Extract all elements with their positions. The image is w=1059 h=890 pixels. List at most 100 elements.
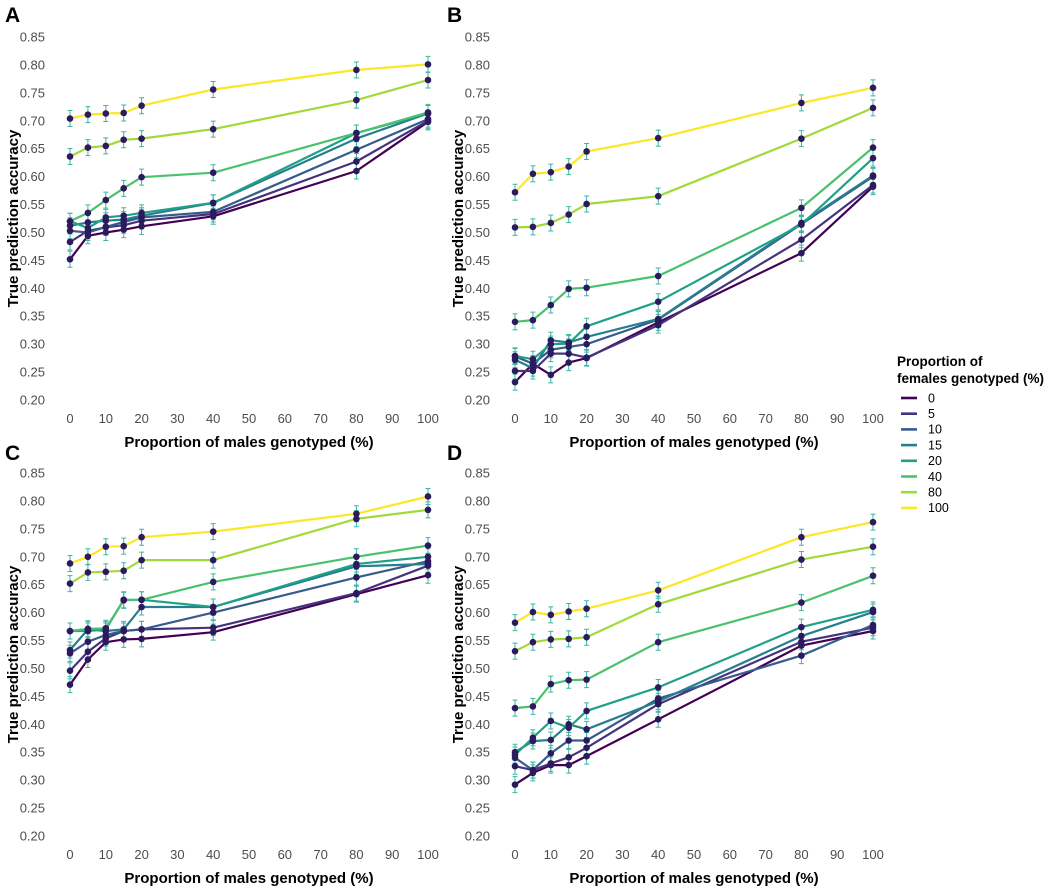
- data-point: [138, 102, 145, 109]
- data-point: [654, 715, 662, 723]
- data-point: [583, 605, 590, 613]
- x-tick-label: 90: [830, 411, 844, 426]
- legend-label: 0: [928, 391, 935, 405]
- data-point: [583, 676, 590, 683]
- data-point: [353, 167, 360, 175]
- y-tick-label: 0.25: [20, 801, 45, 816]
- data-point: [138, 223, 145, 230]
- data-point: [798, 135, 805, 142]
- series-line-20: [69, 112, 429, 230]
- data-point: [120, 136, 127, 144]
- x-axis-title: Proportion of males genotyped (%): [569, 870, 818, 887]
- legend-item-100: 100: [901, 501, 949, 515]
- data-point: [66, 227, 74, 235]
- data-point: [583, 148, 590, 155]
- data-point: [547, 611, 555, 619]
- data-point: [529, 170, 537, 178]
- y-tick-label: 0.35: [20, 745, 45, 760]
- data-point: [547, 636, 555, 643]
- data-point: [353, 560, 360, 568]
- y-tick-label: 0.20: [20, 393, 45, 408]
- legend-item-5: 5: [901, 407, 935, 421]
- data-point: [102, 142, 110, 150]
- data-point: [511, 224, 519, 231]
- panel-b: B 0.20 0.25 0.30 0.35 0.40 0.45 0.50 0.55 0.60 0.6…: [447, 4, 884, 451]
- data-point: [209, 578, 217, 586]
- x-tick-label: 20: [579, 411, 593, 426]
- x-tick-label: 80: [349, 847, 363, 862]
- panel-c: C 0.20 0.25 0.30 0.35 0.40 0.45 0.50 0.55 0.60 0.6…: [5, 442, 439, 887]
- data-point: [66, 255, 74, 263]
- data-point: [547, 736, 555, 744]
- legend-label: 10: [928, 423, 942, 437]
- data-point: [565, 761, 572, 769]
- x-tick-label: 60: [723, 411, 737, 426]
- data-point: [511, 188, 519, 196]
- legend-label: 5: [928, 407, 935, 421]
- data-point: [798, 599, 805, 606]
- data-point: [353, 135, 360, 142]
- y-tick-label: 0.60: [465, 605, 490, 620]
- data-point: [654, 272, 662, 280]
- y-axis-title: True prediction accuracy: [5, 129, 22, 307]
- legend: Proportion of females genotyped (%) 0 5 10…: [897, 354, 1044, 515]
- y-tick-label: 0.25: [465, 801, 490, 816]
- x-axis-title: Proportion of males genotyped (%): [124, 870, 373, 887]
- data-point: [424, 571, 432, 579]
- x-tick-label: 0: [511, 411, 518, 426]
- data-point: [798, 204, 805, 212]
- data-point: [654, 684, 662, 691]
- data-point: [511, 762, 519, 770]
- data-point: [138, 603, 145, 611]
- y-tick-label: 0.55: [20, 197, 45, 212]
- legend-item-80: 80: [901, 486, 942, 500]
- data-point: [511, 318, 519, 326]
- data-point: [869, 104, 877, 112]
- legend-item-10: 10: [901, 423, 942, 437]
- x-tick-label: 10: [544, 847, 558, 862]
- data-point: [120, 636, 127, 643]
- data-point: [120, 597, 127, 604]
- data-point: [654, 298, 662, 306]
- data-point: [353, 574, 360, 581]
- data-point: [209, 169, 217, 177]
- y-tick-label: 0.70: [465, 113, 490, 128]
- x-tick-label: 40: [651, 847, 665, 862]
- x-tick-label: 100: [417, 411, 439, 426]
- data-point: [353, 158, 360, 165]
- panel-a: A 0.20 0.25 0.30 0.35 0.40 0.45 0.50 0.55 0.60 0.6…: [5, 4, 439, 451]
- data-point: [547, 301, 555, 309]
- y-tick-label: 0.50: [20, 661, 45, 676]
- y-tick-label: 0.65: [465, 141, 490, 156]
- data-point: [138, 626, 145, 633]
- data-point: [547, 717, 555, 725]
- y-tick-label: 0.20: [20, 829, 45, 844]
- data-point: [565, 211, 572, 218]
- y-tick-label: 0.30: [20, 773, 45, 788]
- data-point: [583, 633, 590, 641]
- x-axis-title: Proportion of males genotyped (%): [124, 434, 373, 451]
- data-point: [66, 681, 74, 688]
- data-point: [869, 518, 877, 526]
- x-tick-label: 60: [278, 411, 292, 426]
- y-tick-label: 0.85: [20, 466, 45, 481]
- series-line-0: [69, 574, 429, 686]
- series-line-5: [69, 564, 429, 672]
- data-point: [66, 238, 74, 246]
- x-axis-title: Proportion of males genotyped (%): [569, 434, 818, 451]
- data-point: [66, 580, 74, 587]
- data-point: [120, 212, 127, 220]
- data-point: [869, 621, 877, 629]
- data-point: [869, 181, 877, 189]
- data-point: [547, 680, 555, 688]
- data-point: [102, 229, 110, 236]
- x-tick-label: 10: [99, 411, 113, 426]
- data-point: [798, 533, 805, 541]
- data-point: [654, 600, 662, 608]
- data-point: [84, 638, 92, 645]
- y-tick-label: 0.35: [465, 745, 490, 760]
- data-point: [565, 359, 572, 366]
- data-point: [529, 364, 537, 372]
- data-point: [798, 638, 805, 645]
